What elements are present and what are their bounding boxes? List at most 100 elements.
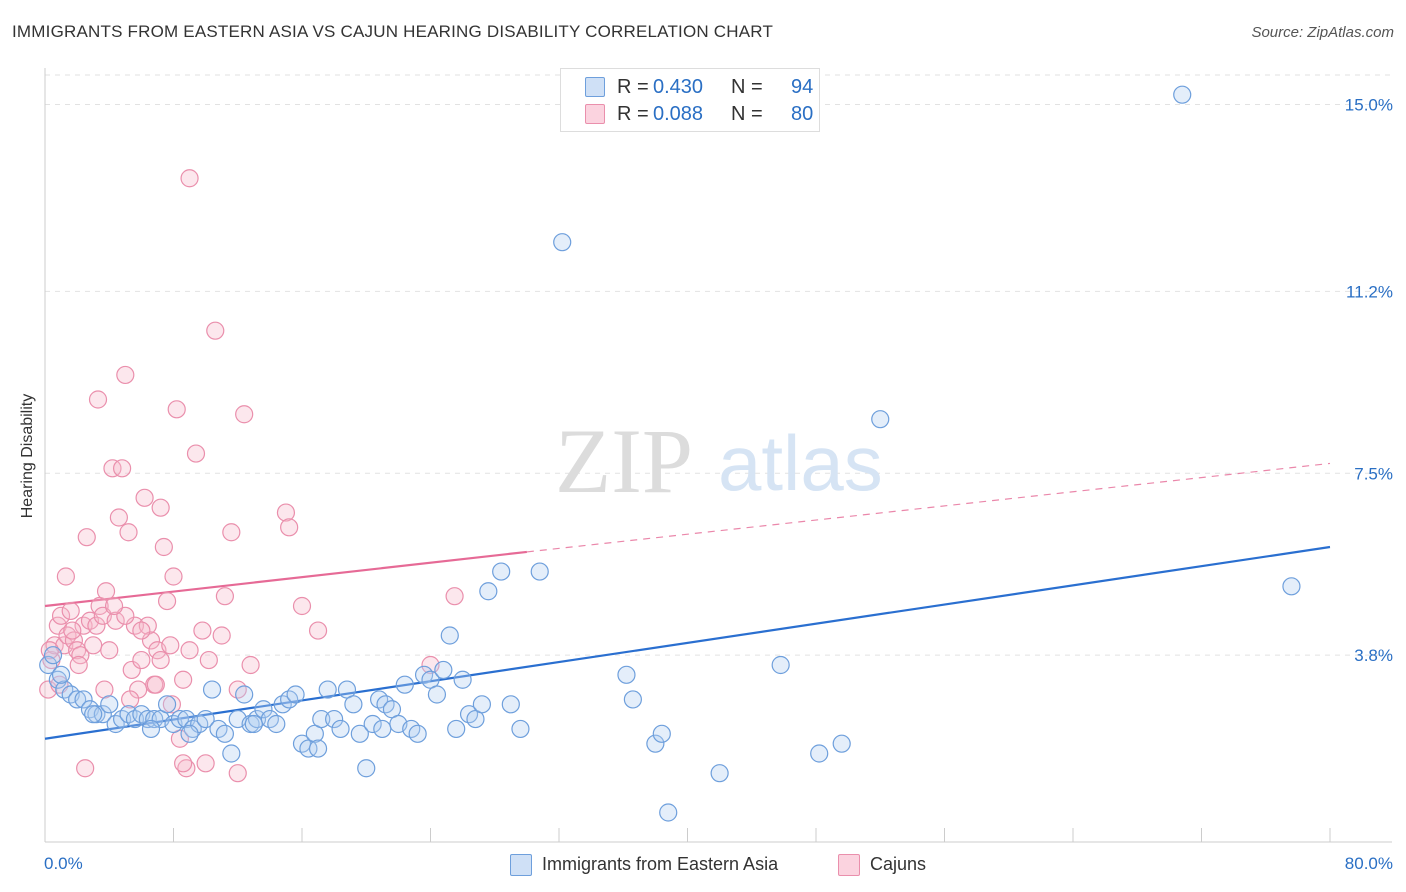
cajun-point — [88, 390, 108, 409]
cajun-point — [164, 567, 183, 586]
cajun-point — [100, 641, 119, 660]
cajun-point — [104, 596, 124, 616]
eastern-asia-point — [427, 685, 447, 704]
trend-lines — [44, 462, 1331, 740]
cajun-point — [206, 321, 225, 340]
cajun-point — [212, 626, 231, 645]
cajun-point — [292, 596, 312, 616]
cajun-point — [56, 567, 75, 586]
eastern-asia-point — [48, 670, 67, 689]
eastern-asia-point — [511, 719, 530, 739]
eastern-asia-point — [235, 685, 254, 704]
cajun-point — [61, 601, 80, 621]
eastern-asia-point — [395, 675, 414, 694]
eastern-asia-point — [479, 582, 498, 601]
eastern-asia-point — [308, 739, 328, 758]
eastern-asia-point — [247, 709, 267, 729]
stats-box: R = 0.430 N = 94 R = 0.088 N = 80 — [560, 68, 820, 132]
legend-label: Immigrants from Eastern Asia — [542, 854, 779, 874]
cajun-point — [63, 621, 82, 640]
cajun-point — [280, 518, 299, 537]
cajun-point — [135, 488, 154, 507]
eastern-asia-point — [170, 709, 190, 729]
cajun-point — [132, 621, 151, 640]
eastern-asia-point — [623, 690, 642, 709]
x-tick-label: 0.0% — [44, 854, 83, 873]
eastern-asia-point — [141, 719, 161, 739]
stats-n-value: 80 — [791, 103, 814, 125]
cajun-point — [109, 508, 128, 527]
cajun-point — [161, 636, 180, 655]
cajun-point — [276, 503, 296, 522]
eastern-asia-point — [344, 695, 363, 714]
eastern-asia-point — [810, 744, 829, 763]
legend-swatch-cajuns — [838, 854, 860, 876]
cajun-point — [146, 675, 165, 694]
cajun-point — [177, 759, 196, 778]
cajun-point — [69, 655, 88, 675]
eastern-asia-point — [1173, 85, 1192, 104]
eastern-asia-point — [145, 709, 164, 729]
eastern-asia-point — [710, 764, 729, 783]
eastern-asia-point — [1282, 577, 1301, 596]
watermark: ZIP atlas — [555, 410, 883, 512]
cajun-point — [215, 587, 234, 606]
eastern-asia-point — [286, 685, 305, 704]
cajun-point — [193, 621, 212, 640]
cajun-point — [167, 400, 186, 419]
eastern-asia-point — [501, 695, 520, 714]
cajun-point — [106, 611, 125, 630]
eastern-asia-point — [553, 233, 572, 252]
eastern-asia-point — [180, 724, 199, 743]
eastern-asia-point — [617, 665, 636, 684]
eastern-asia-point — [646, 734, 665, 753]
eastern-asia-point — [408, 724, 427, 743]
stats-r-label: R = — [617, 103, 649, 125]
stats-swatch-eastern-asia — [585, 77, 605, 97]
cajun-point — [77, 528, 96, 547]
stats-swatch-cajuns — [585, 104, 605, 124]
cajun-point — [157, 591, 177, 611]
cajun-point — [141, 631, 161, 650]
cajun-point — [154, 537, 173, 557]
chart-source: Source: ZipAtlas.com — [1251, 24, 1394, 41]
stats-n-label: N = — [731, 76, 763, 98]
cajun-point — [199, 650, 218, 670]
cajun-point — [174, 754, 193, 773]
eastern-asia-point — [202, 680, 222, 699]
eastern-asia-point — [373, 719, 392, 739]
y-tick-label: 15.0% — [1345, 96, 1393, 115]
eastern-asia-point — [472, 695, 491, 714]
eastern-asia-point — [68, 690, 87, 709]
eastern-asia-point — [222, 744, 241, 763]
cajun-point — [121, 690, 140, 709]
eastern-asia-point — [871, 410, 890, 429]
eastern-asia-point — [100, 695, 119, 714]
eastern-asia-point — [331, 719, 350, 739]
cajun-point — [196, 754, 215, 773]
tick-labels: 3.8% 7.5% 11.2% 15.0% 0.0% 80.0% — [44, 96, 1393, 874]
cajun-point — [84, 636, 103, 655]
eastern-asia-point — [74, 690, 93, 709]
cajun-point — [122, 660, 141, 680]
eastern-asia-point — [244, 714, 263, 734]
eastern-asia-point — [325, 709, 344, 729]
eastern-asia-point — [440, 626, 459, 645]
eastern-asia-point — [652, 724, 671, 743]
eastern-asia-point — [357, 759, 376, 778]
stats-r-value: 0.430 — [653, 76, 704, 98]
cajun-point — [112, 459, 132, 478]
cajun-trend-line — [44, 550, 527, 608]
y-tick-label: 7.5% — [1354, 464, 1393, 483]
eastern-asia-point — [196, 709, 215, 729]
chart-title: IMMIGRANTS FROM EASTERN ASIA VS CAJUN HE… — [12, 22, 774, 41]
eastern-asia-point — [51, 665, 71, 684]
cajun-point — [241, 655, 260, 675]
eastern-asia-trend-line — [44, 545, 1331, 740]
cajun-point — [87, 616, 106, 635]
eastern-asia-point — [434, 660, 453, 680]
cajun-point — [103, 459, 122, 478]
eastern-asia-point — [492, 562, 511, 581]
cajun-point — [95, 680, 114, 699]
